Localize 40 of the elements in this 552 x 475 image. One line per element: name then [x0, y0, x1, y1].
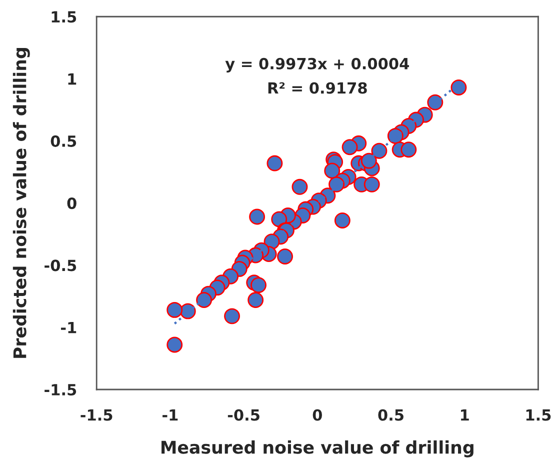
point — [266, 155, 283, 172]
annotation: y = 0.9973x + 0.0004 — [225, 58, 409, 72]
x-tick-label: -0.5 — [228, 409, 260, 421]
y-tick-label: -1.5 — [44, 384, 76, 396]
point — [360, 152, 377, 169]
y-axis-title: Predicted noise value of drilling — [12, 48, 30, 358]
y-tick-label: -1 — [61, 322, 76, 334]
point — [324, 162, 340, 179]
x-tick-label: -1 — [162, 409, 178, 421]
y-tick-label: -0.5 — [44, 260, 76, 272]
point — [277, 248, 293, 264]
point — [342, 139, 358, 156]
point — [196, 292, 212, 308]
point — [364, 176, 380, 192]
y-tick-label: 0.5 — [50, 135, 76, 147]
point — [450, 79, 467, 96]
y-tick-label: 1.5 — [52, 11, 76, 23]
y-tick-label: 1 — [68, 73, 76, 85]
point — [271, 211, 288, 228]
y-tick-label: 0 — [67, 198, 76, 210]
point — [292, 178, 308, 195]
x-tick-label: 1 — [461, 409, 469, 421]
point — [224, 308, 240, 324]
point — [334, 212, 350, 228]
point — [166, 302, 183, 318]
point — [166, 336, 183, 353]
point — [371, 142, 388, 159]
x-tick-label: -1.5 — [80, 409, 112, 421]
x-tick-label: 1.5 — [526, 409, 551, 421]
point — [387, 128, 404, 144]
point — [249, 208, 266, 225]
point — [248, 292, 264, 308]
point — [427, 94, 444, 110]
x-tick-label: 0 — [312, 409, 322, 421]
point — [400, 142, 417, 158]
annotation: R² = 0.9178 — [268, 82, 367, 94]
point — [328, 176, 345, 192]
x-axis-title: Measured noise value of drilling — [162, 440, 474, 458]
x-tick-label: 0.5 — [378, 409, 404, 421]
point — [250, 277, 266, 294]
